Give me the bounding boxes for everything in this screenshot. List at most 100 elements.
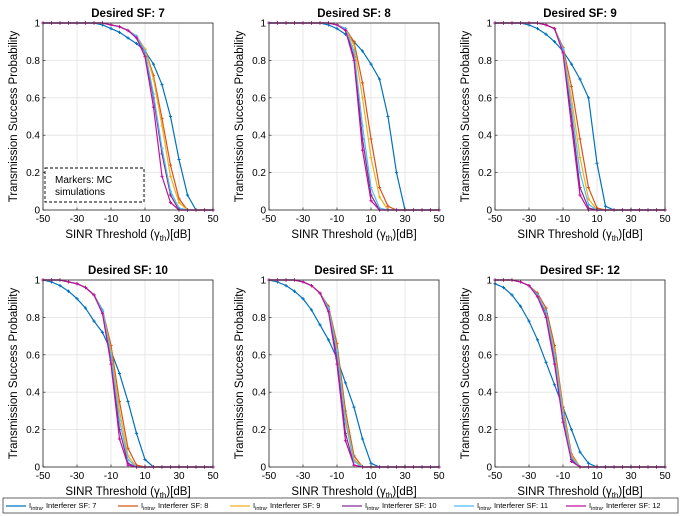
data-point	[360, 96, 365, 100]
x-axis-label: SINR Threshold (γth)[dB]	[291, 229, 416, 243]
data-point	[552, 362, 557, 366]
chart-panel: -50 -30 -10 10 30 50 0 0.2 0.4 0.6 0.8 1 Desired SF:…	[234, 8, 445, 243]
legend-frame	[2, 497, 679, 514]
y-tick-label: 0.6	[478, 93, 492, 104]
data-point	[369, 199, 373, 203]
x-axis-label: SINR Threshold (γth)[dB]	[65, 486, 190, 500]
annotation-frame	[44, 167, 145, 203]
chart-panel: -50 -30 -10 10 30 50 0 0.2 0.4 0.6 0.8 1 Desired SF:…	[234, 265, 445, 500]
data-point	[66, 280, 71, 284]
data-point	[552, 40, 557, 44]
axes-box	[42, 22, 214, 211]
y-tick-label: 1	[34, 19, 40, 30]
data-point	[301, 280, 305, 284]
y-tick-label: 0	[486, 463, 492, 474]
axes-box	[268, 22, 440, 211]
data-point	[352, 40, 356, 44]
data-point	[360, 124, 365, 128]
x-axis-label: SINR Threshold (γth)[dB]	[517, 229, 642, 243]
x-tick-label: -10	[556, 471, 571, 482]
data-point	[168, 189, 173, 193]
data-point	[569, 62, 574, 66]
data-point	[603, 204, 608, 208]
data-point	[578, 77, 582, 81]
data-point	[518, 280, 523, 284]
y-tick-label: 0	[260, 206, 266, 217]
y-tick-label: 0.6	[26, 93, 40, 104]
data-point	[117, 30, 122, 34]
y-tick-label: 0.2	[26, 425, 40, 436]
data-point	[377, 195, 382, 199]
x-tick-label: -10	[330, 214, 345, 225]
y-axis-label: Transmission Success Probability	[460, 31, 472, 203]
x-tick-label: -30	[522, 214, 537, 225]
legend-label: Iintra, Interferer SF: 12	[589, 501, 661, 512]
data-point	[569, 105, 574, 109]
y-tick-label: 0.4	[478, 131, 492, 142]
data-point	[552, 27, 557, 31]
data-point	[109, 23, 113, 27]
data-point	[352, 58, 356, 62]
x-tick-label: 50	[659, 214, 671, 225]
y-tick-label: 0.4	[478, 388, 492, 399]
data-point	[168, 174, 173, 178]
plot-area	[495, 23, 665, 210]
x-tick-label: 50	[207, 214, 219, 225]
data-point	[92, 319, 96, 323]
data-point	[535, 27, 540, 31]
chart-panel: -50 -30 -10 10 30 50 0 0.2 0.4 0.6 0.8 1 Desired SF:…	[8, 265, 219, 500]
data-point	[134, 36, 139, 40]
y-tick-label: 0.2	[252, 168, 266, 179]
chart-panel: -50 -30 -10 10 30 50 0 0.2 0.4 0.6 0.8 1 Desired SF:…	[8, 8, 219, 243]
data-point	[177, 157, 181, 162]
legend-label: Iintra, Interferer SF: 10	[365, 501, 437, 512]
data-point	[352, 405, 356, 409]
data-point	[109, 27, 113, 31]
x-tick-label: 50	[433, 471, 445, 482]
data-point	[369, 185, 373, 190]
data-point	[578, 137, 582, 141]
data-point	[586, 461, 591, 465]
data-point	[510, 293, 514, 297]
y-tick-label: 0	[486, 206, 492, 217]
y-axis-label: Transmission Success Probability	[8, 288, 20, 460]
legend-label: Iintra, Interferer SF: 9	[253, 501, 320, 512]
data-point	[552, 353, 557, 357]
data-point	[352, 49, 356, 53]
data-point	[360, 148, 365, 152]
x-tick-label: -30	[70, 214, 85, 225]
x-tick-label: -30	[70, 471, 85, 482]
data-point	[569, 84, 574, 89]
data-point	[168, 193, 173, 197]
chart-panel: -50 -30 -10 10 30 50 0 0.2 0.4 0.6 0.8 1 Desired SF:…	[460, 8, 671, 243]
data-point	[352, 463, 356, 467]
y-tick-label: 0.8	[252, 313, 266, 324]
chart-title: Desired SF: 11	[314, 265, 394, 277]
data-point	[544, 23, 548, 27]
data-point	[151, 105, 156, 109]
data-point	[544, 360, 548, 364]
y-tick-label: 1	[486, 19, 492, 30]
data-point	[126, 36, 130, 40]
data-point	[58, 284, 62, 288]
x-tick-label: 50	[433, 214, 445, 225]
x-tick-label: -30	[296, 471, 311, 482]
data-point	[151, 92, 156, 96]
annotation-line: simulations	[55, 187, 105, 198]
x-tick-label: -50	[488, 214, 503, 225]
data-point	[151, 62, 156, 66]
chart-title: Desired SF: 10	[88, 265, 168, 277]
data-point	[535, 295, 540, 299]
data-point	[369, 137, 373, 141]
x-axis-label: SINR Threshold (γth)[dB]	[65, 229, 190, 243]
data-point	[377, 185, 382, 190]
annotation-line: Markers: MC	[55, 175, 112, 186]
y-tick-label: 0	[34, 206, 40, 217]
data-point	[117, 437, 122, 441]
legend-item: Iintra, Interferer SF: 10	[342, 501, 437, 512]
x-tick-label: -10	[330, 471, 345, 482]
data-point	[309, 284, 314, 288]
x-tick-label: 10	[591, 214, 603, 225]
data-point	[386, 204, 390, 208]
